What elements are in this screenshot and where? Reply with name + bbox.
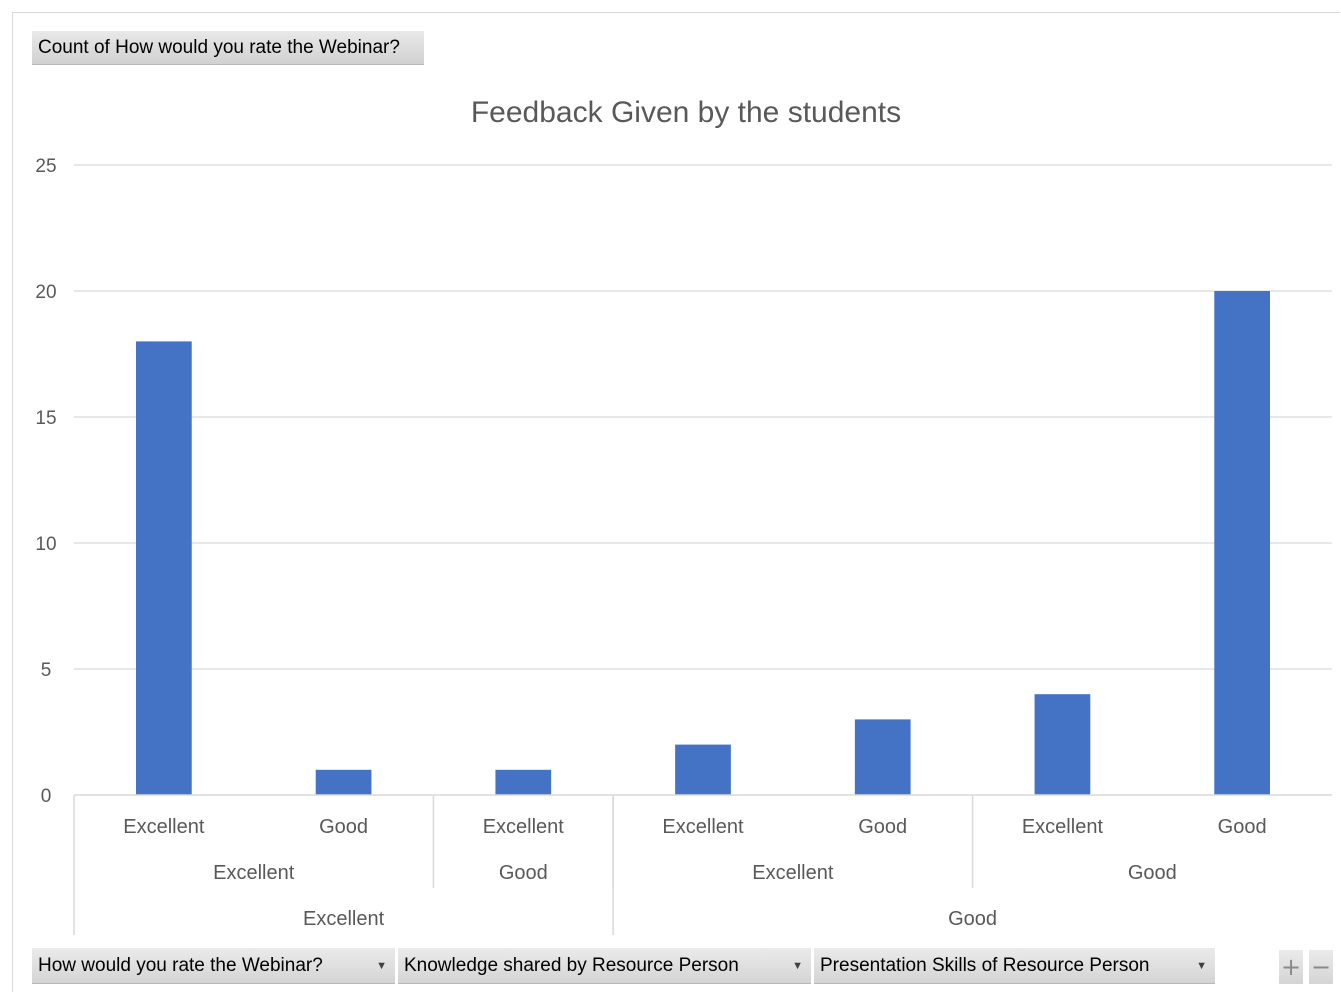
- chart-title: Feedback Given by the students: [471, 96, 901, 129]
- x-tick-label-level3: Excellent: [1022, 816, 1104, 838]
- plus-icon: +: [1280, 953, 1302, 981]
- y-tick-label: 10: [35, 534, 56, 555]
- axis-field-button-presentation-skills[interactable]: Presentation Skills of Resource Person ▼: [814, 948, 1215, 984]
- collapse-field-button[interactable]: −: [1309, 950, 1333, 984]
- x-tick-label-level1: Good: [948, 908, 997, 930]
- y-tick-label: 5: [41, 660, 52, 681]
- y-tick-label: 0: [41, 786, 52, 807]
- x-tick-label-level2: Excellent: [752, 862, 834, 884]
- axis-field-label: Knowledge shared by Resource Person: [404, 954, 739, 976]
- x-tick-label-level2: Good: [499, 862, 548, 884]
- bar: [136, 341, 192, 795]
- y-tick-label: 20: [35, 282, 56, 303]
- bar: [315, 769, 372, 795]
- dropdown-caret-icon[interactable]: ▼: [1196, 959, 1207, 972]
- chart-frame: [12, 12, 1340, 992]
- y-tick-label: 25: [35, 156, 56, 177]
- y-tick-label: 15: [35, 408, 56, 429]
- bar: [1034, 694, 1091, 795]
- x-tick-label-level2: Excellent: [213, 862, 295, 884]
- axis-field-label: Presentation Skills of Resource Person: [820, 954, 1150, 976]
- bar: [854, 719, 911, 795]
- axis-field-button-knowledge-shared[interactable]: Knowledge shared by Resource Person ▼: [398, 948, 811, 984]
- x-tick-label-level3: Excellent: [662, 816, 744, 838]
- bar: [675, 744, 731, 795]
- expand-field-button[interactable]: +: [1279, 950, 1303, 984]
- x-tick-label-level3: Good: [1218, 816, 1267, 838]
- bar-chart: Feedback Given by the students 0 5 10 15 20 25…: [35, 96, 1332, 935]
- bar: [1214, 291, 1270, 795]
- x-tick-label-level3: Good: [319, 816, 368, 838]
- minus-icon: −: [1310, 953, 1332, 981]
- x-tick-label-level3: Good: [858, 816, 907, 838]
- axis-field-bar: How would you rate the Webinar? ▼ Knowle…: [32, 948, 1215, 984]
- dropdown-caret-icon[interactable]: ▼: [792, 959, 803, 972]
- value-field-button[interactable]: Count of How would you rate the Webinar?: [32, 31, 424, 65]
- x-tick-label-level3: Excellent: [483, 816, 565, 838]
- dropdown-caret-icon[interactable]: ▼: [376, 959, 387, 972]
- axis-field-label: How would you rate the Webinar?: [38, 954, 323, 976]
- x-tick-label-level1: Excellent: [303, 908, 385, 930]
- x-tick-label-level2: Good: [1128, 862, 1177, 884]
- axis-field-button-webinar-rating[interactable]: How would you rate the Webinar? ▼: [32, 948, 395, 984]
- value-field-label: Count of How would you rate the Webinar?: [38, 37, 400, 58]
- bar: [495, 769, 552, 795]
- x-tick-label-level3: Excellent: [123, 816, 205, 838]
